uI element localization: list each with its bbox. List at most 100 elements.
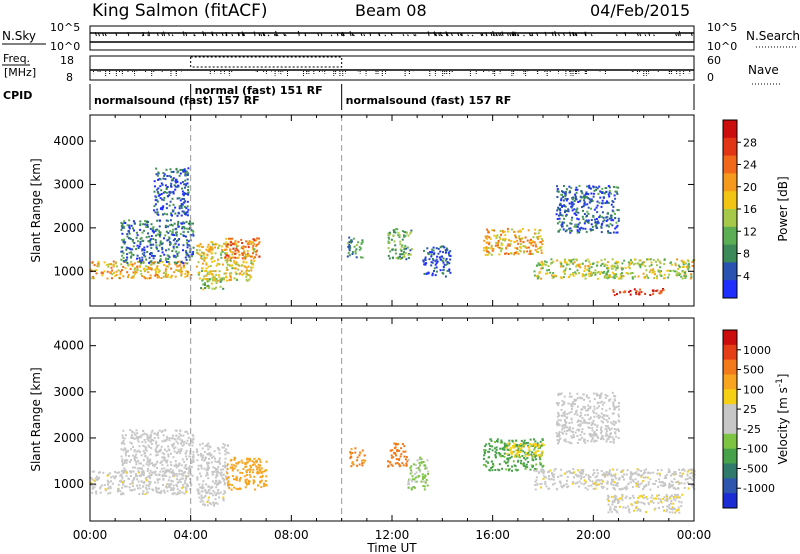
range-cell — [179, 168, 182, 171]
range-cell — [183, 440, 186, 443]
range-cell — [600, 412, 603, 415]
range-cell — [201, 246, 204, 248]
range-cell — [388, 241, 391, 244]
range-cell — [577, 475, 580, 478]
range-cell — [141, 231, 144, 234]
range-cell — [253, 480, 256, 483]
range-cell — [204, 278, 207, 280]
range-cell — [544, 482, 547, 485]
range-cell — [634, 478, 637, 481]
range-cell — [97, 260, 100, 263]
nsky-spike — [536, 32, 539, 37]
range-cell — [183, 198, 186, 201]
range-cell — [184, 179, 187, 182]
range-cell — [608, 217, 611, 220]
range-cell — [136, 265, 139, 268]
range-cell — [561, 414, 563, 417]
range-cell — [132, 227, 134, 230]
range-cell — [576, 420, 579, 423]
range-cell — [608, 399, 611, 402]
range-cell — [234, 252, 237, 255]
range-cell — [215, 273, 218, 276]
range-cell — [637, 483, 640, 486]
range-cell — [531, 240, 534, 243]
range-cell — [595, 439, 598, 442]
range-cell — [598, 405, 600, 408]
nsearch-tick-top: 10^5 — [707, 21, 737, 34]
range-cell — [131, 434, 134, 437]
range-cell — [559, 209, 562, 212]
range-cell — [178, 264, 181, 267]
range-cell — [170, 437, 173, 440]
range-cell — [579, 266, 582, 269]
range-cell — [660, 469, 663, 472]
range-cell — [93, 269, 96, 272]
range-cell — [125, 246, 128, 249]
range-cell — [158, 429, 161, 432]
range-cell — [178, 479, 181, 481]
range-cell — [129, 267, 132, 270]
range-cell — [238, 461, 241, 464]
range-cell — [159, 178, 162, 181]
range-cell — [688, 477, 691, 479]
range-cell — [418, 474, 421, 477]
range-cell — [415, 480, 418, 483]
range-cell — [635, 502, 637, 505]
range-cell — [215, 467, 218, 470]
range-cell — [230, 244, 233, 247]
range-cell — [139, 224, 142, 227]
range-cell — [555, 423, 558, 426]
range-cell — [121, 223, 124, 225]
range-cell — [130, 224, 133, 227]
range-cell — [510, 240, 513, 243]
range-cell — [203, 259, 206, 262]
colorbar-swatch — [723, 262, 737, 281]
range-cell — [149, 267, 152, 269]
range-cell — [401, 238, 404, 241]
range-cell — [583, 194, 586, 197]
range-cell — [187, 167, 190, 170]
range-cell — [577, 223, 580, 226]
range-cell — [565, 432, 568, 435]
range-cell — [571, 402, 574, 405]
range-cell — [534, 488, 537, 491]
range-cell — [349, 246, 352, 249]
range-cell — [533, 438, 535, 441]
range-cell — [597, 401, 600, 404]
range-cell — [565, 440, 568, 443]
range-cell — [156, 467, 159, 469]
range-cell — [216, 468, 219, 471]
range-cell — [601, 403, 604, 406]
range-cell — [257, 457, 260, 460]
range-cell — [222, 442, 225, 445]
range-cell — [606, 480, 609, 483]
range-cell — [154, 229, 157, 232]
range-cell — [209, 270, 212, 273]
range-cell — [396, 449, 399, 451]
range-cell — [181, 458, 184, 461]
range-cell — [219, 279, 221, 282]
range-cell — [131, 489, 134, 492]
range-cell — [685, 275, 688, 278]
range-cell — [543, 470, 546, 473]
colorbar-swatch — [723, 389, 737, 405]
range-cell — [635, 290, 638, 292]
range-cell — [156, 445, 159, 448]
range-cell — [192, 438, 195, 440]
range-cell — [112, 475, 115, 478]
range-cell — [545, 261, 548, 264]
range-cell — [177, 184, 180, 187]
range-cell — [203, 496, 206, 499]
range-cell — [117, 490, 119, 493]
range-cell — [186, 262, 189, 265]
range-cell — [155, 196, 158, 199]
range-cell — [139, 243, 142, 245]
range-cell — [586, 210, 589, 213]
range-cell — [587, 272, 590, 275]
range-cell — [560, 468, 563, 471]
range-cell — [242, 246, 245, 249]
range-cell — [407, 482, 410, 484]
range-cell — [104, 489, 107, 492]
range-cell — [148, 235, 151, 238]
range-cell — [595, 206, 598, 209]
